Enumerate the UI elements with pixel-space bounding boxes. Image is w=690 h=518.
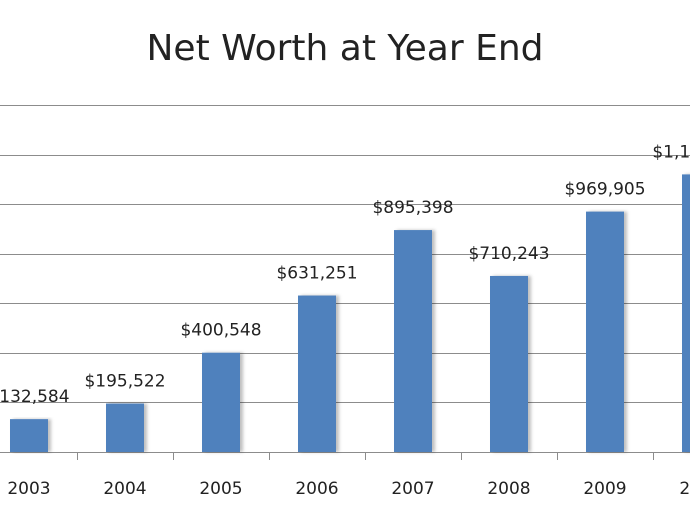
bar [298, 295, 336, 452]
x-tick-label: 2004 [103, 479, 146, 499]
data-label: $400,548 [180, 321, 261, 341]
data-label: $710,243 [468, 244, 549, 264]
bar [10, 419, 48, 452]
data-label: $969,905 [564, 180, 645, 200]
data-label: $195,522 [84, 372, 165, 392]
bar [202, 352, 240, 452]
data-label: $132,584 [0, 387, 70, 407]
bar [682, 174, 690, 452]
chart-title: Net Worth at Year End [146, 28, 543, 69]
x-tick-label: 2003 [7, 479, 50, 499]
x-tick-label: 2008 [487, 479, 530, 499]
x-tick-label: 2010 [679, 479, 690, 499]
x-tick-label: 2007 [391, 479, 434, 499]
data-label: $1,120,000 [652, 142, 690, 162]
x-tick-label: 2006 [295, 479, 338, 499]
bar [586, 211, 624, 452]
bar [394, 230, 432, 452]
data-label: $895,398 [372, 198, 453, 218]
bar [490, 275, 528, 452]
bar [106, 403, 144, 452]
data-label: $631,251 [276, 264, 357, 284]
x-tick-label: 2005 [199, 479, 242, 499]
x-tick-label: 2009 [583, 479, 626, 499]
